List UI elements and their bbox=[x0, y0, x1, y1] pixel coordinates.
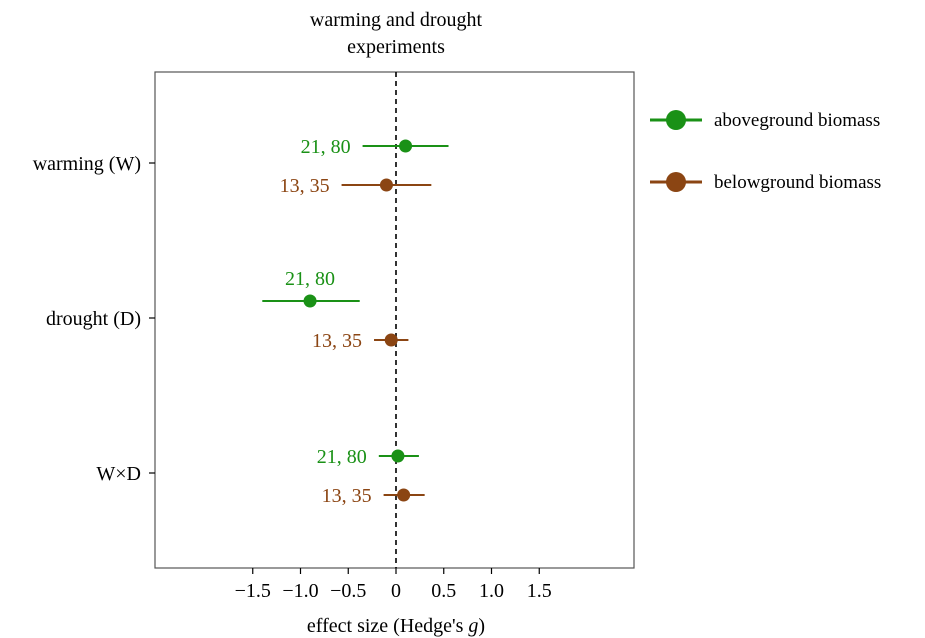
legend-swatch-point bbox=[666, 172, 686, 192]
y-axis: warming (W) drought (D) W×D bbox=[33, 153, 155, 485]
point-estimate bbox=[303, 294, 317, 308]
x-tick-label: −1.5 bbox=[235, 580, 271, 602]
legend-label: belowground biomass bbox=[714, 172, 881, 193]
x-tick-label: 0.5 bbox=[431, 580, 456, 602]
point-estimate bbox=[399, 139, 413, 153]
point-estimate bbox=[384, 333, 398, 347]
point-estimate bbox=[391, 449, 405, 463]
x-axis-label: effect size (Hedge's g) bbox=[307, 615, 485, 637]
legend-label: aboveground biomass bbox=[714, 110, 880, 131]
chart-title-line-2: experiments bbox=[347, 36, 445, 58]
sample-size-label: 13, 35 bbox=[312, 330, 362, 352]
y-category-label: warming (W) bbox=[33, 153, 141, 175]
point-estimate bbox=[379, 178, 393, 192]
chart-marks: 21, 80 21, 80 21, 80 13, 35 13, 35 13, 35 bbox=[262, 136, 449, 507]
x-axis: −1.5 −1.0 −0.5 0 0.5 1.0 1.5 bbox=[235, 568, 552, 602]
legend: aboveground biomass belowground biomass bbox=[650, 110, 881, 193]
x-tick-label: 0 bbox=[391, 580, 401, 602]
x-tick-label: −1.0 bbox=[282, 580, 318, 602]
plot-frame bbox=[154, 71, 635, 569]
sample-size-label: 13, 35 bbox=[280, 175, 330, 197]
y-category-label: W×D bbox=[96, 463, 141, 485]
sample-size-label: 21, 80 bbox=[317, 446, 367, 468]
point-estimate bbox=[397, 488, 411, 502]
legend-swatch-point bbox=[666, 110, 686, 130]
sample-size-label: 21, 80 bbox=[285, 268, 335, 290]
x-tick-label: −0.5 bbox=[330, 580, 366, 602]
sample-size-label: 13, 35 bbox=[322, 485, 372, 507]
x-tick-label: 1.5 bbox=[527, 580, 552, 602]
chart-title-line-1: warming and drought bbox=[310, 9, 483, 31]
y-category-label: drought (D) bbox=[46, 308, 141, 330]
x-tick-label: 1.0 bbox=[479, 580, 504, 602]
sample-size-label: 21, 80 bbox=[301, 136, 351, 158]
